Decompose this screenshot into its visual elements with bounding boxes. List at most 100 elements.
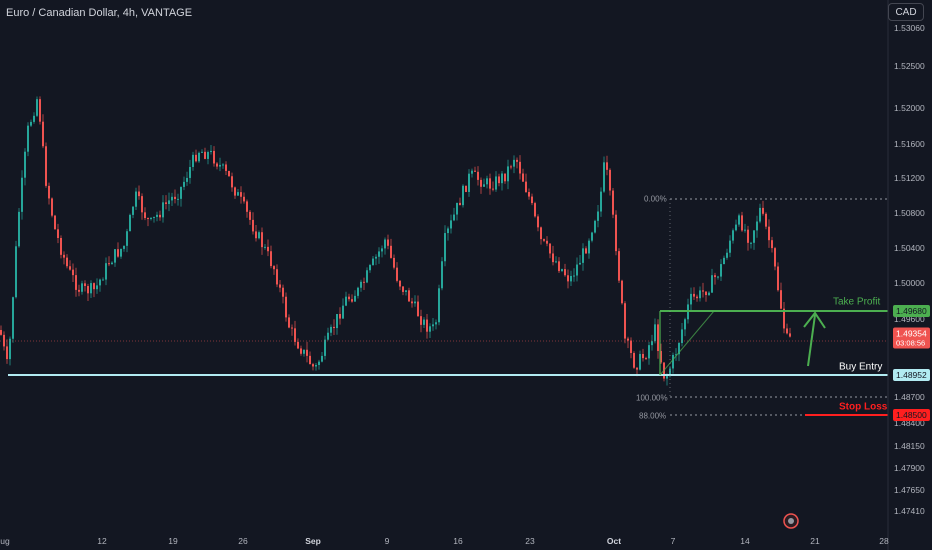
candle-body [639,353,641,370]
candle-body [570,275,572,282]
candle-body [414,301,416,304]
candle-body [711,275,713,293]
candle-body [6,346,8,360]
candle-body [720,264,722,277]
candle-body [210,150,212,153]
x-tick: 28 [879,536,889,546]
candle-body [729,240,731,253]
candle-body [768,226,770,241]
x-tick: Sep [305,536,321,546]
candle-body [123,245,125,249]
candle-body [291,327,293,329]
candle-body [225,164,227,171]
candle-body [0,330,2,335]
candle-body [366,270,368,283]
candle-body [9,338,11,360]
candle-body [708,292,710,296]
buy-entry-label[interactable]: Buy Entry [839,361,883,373]
candle-body [243,196,245,202]
candle-body [684,319,686,330]
candle-body [135,191,137,207]
candle-body [369,265,371,271]
candlestick-series [0,96,791,386]
candle-body [384,239,386,249]
candle-body [150,217,152,220]
take-profit-price-badge: 1.49680 [893,305,930,317]
candle-body [90,283,92,294]
candle-body [783,308,785,329]
candle-body [282,287,284,297]
candle-body [129,214,131,232]
candle-body [12,297,14,339]
candle-body [363,281,365,283]
candle-body [621,280,623,304]
candle-body [510,166,512,168]
fib-zero-label: 0.00% [644,194,667,204]
candle-body [477,171,479,180]
candle-body [498,176,500,184]
x-tick: 14 [740,536,750,546]
candle-body [738,215,740,225]
candle-body [699,290,701,299]
candle-body [753,230,755,243]
candle-body [174,196,176,200]
candle-body [348,296,350,300]
stop-loss-label[interactable]: Stop Loss [839,401,888,413]
candle-body [600,191,602,212]
candle-body [219,164,221,167]
candle-body [717,276,719,278]
y-tick: 1.48700 [894,392,925,402]
candle-body [660,351,662,363]
bar-countdown: 03:08:56 [896,338,926,348]
candle-body [261,232,263,248]
candle-body [189,166,191,178]
candle-body [486,178,488,185]
candle-body [504,173,506,182]
candle-body [78,289,80,292]
candle-body [111,262,113,265]
candle-body [585,248,587,254]
fib-88-label: 88.00% [639,411,667,421]
candle-body [654,324,656,342]
stop-loss-price-badge: 1.48500 [893,409,930,421]
currency-button[interactable]: CAD [888,3,924,21]
candle-body [528,192,530,197]
candle-body [54,215,56,230]
candle-body [360,281,362,288]
candle-body [438,288,440,323]
candle-body [96,285,98,290]
candle-body [72,269,74,276]
candle-body [786,328,788,334]
candle-body [750,242,752,244]
candle-body [375,256,377,259]
event-marker-icon[interactable] [783,513,799,529]
candle-body [693,293,695,297]
candle-body [318,361,320,365]
candle-body [453,214,455,221]
candle-body [114,249,116,263]
candle-body [144,212,146,219]
candle-body [168,200,170,204]
x-tick: 9 [384,536,390,546]
candle-body [618,251,620,281]
candle-body [102,279,104,281]
candle-body [765,213,767,227]
candle-body [744,229,746,231]
candle-body [678,343,680,355]
candle-body [69,266,71,270]
candle-body [588,240,590,254]
candle-body [408,290,410,302]
current-price-value: 1.49354 [896,328,927,339]
chart-title: Euro / Canadian Dollar, 4h, VANTAGE [6,7,193,19]
candle-body [117,249,119,257]
candle-body [726,252,728,258]
candle-body [48,185,50,199]
candle-body [39,99,41,122]
candle-body [450,220,452,229]
candle-body [492,188,494,190]
candle-body [423,319,425,325]
candle-body [747,229,749,243]
take-profit-label[interactable]: Take Profit [833,296,881,308]
candle-body [195,154,197,162]
